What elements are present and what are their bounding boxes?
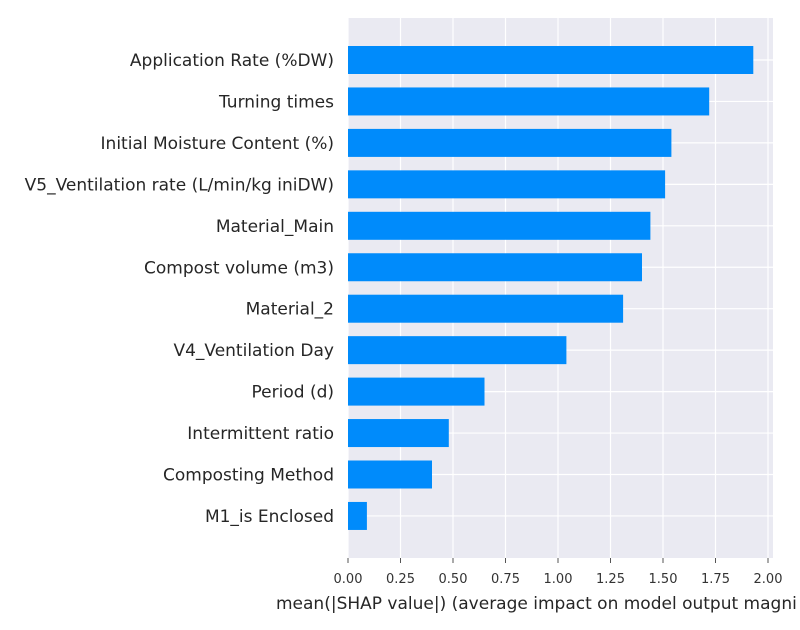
- x-tick-label-0: 0.00: [334, 572, 363, 587]
- x-tick-label-5: 1.25: [596, 572, 625, 587]
- category-label-4: Material_Main: [216, 217, 334, 237]
- x-tick-label-1: 0.25: [386, 572, 415, 587]
- bar-4: [348, 211, 651, 240]
- x-tick-label-8: 2.00: [754, 572, 783, 587]
- x-tick-label-2: 0.50: [439, 572, 468, 587]
- category-label-1: Turning times: [218, 92, 334, 112]
- bar-11: [348, 501, 367, 530]
- x-tick-label-3: 0.75: [491, 572, 520, 587]
- category-label-8: Period (d): [252, 383, 334, 403]
- category-labels: Application Rate (%DW) Turning times Initi…: [25, 51, 334, 527]
- x-tick-label-4: 1.00: [544, 572, 573, 587]
- bar-5: [348, 253, 642, 282]
- x-axis-title: mean(|SHAP value|) (average impact on mo…: [276, 594, 797, 614]
- x-tick-label-6: 1.50: [649, 572, 678, 587]
- category-label-2: Initial Moisture Content (%): [101, 134, 334, 154]
- bar-8: [348, 377, 485, 406]
- bar-3: [348, 170, 666, 199]
- category-label-11: M1_is Enclosed: [205, 507, 334, 527]
- x-tick-label-7: 1.75: [701, 572, 730, 587]
- bar-7: [348, 336, 567, 365]
- bar-2: [348, 128, 672, 157]
- category-label-7: V4_Ventilation Day: [173, 341, 334, 361]
- category-label-9: Intermittent ratio: [187, 424, 334, 444]
- x-tick-labels: 0.00 0.25 0.50 0.75 1.00 1.25 1.50 1.75 2.00: [334, 558, 783, 587]
- category-label-10: Composting Method: [163, 466, 334, 486]
- category-label-3: V5_Ventilation rate (L/min/kg iniDW): [25, 175, 334, 195]
- category-label-5: Compost volume (m3): [144, 258, 334, 278]
- category-label-6: Material_2: [246, 300, 334, 320]
- bar-0: [348, 46, 754, 74]
- bars: [348, 46, 754, 530]
- bar-10: [348, 460, 432, 489]
- bar-1: [348, 87, 710, 116]
- category-label-0: Application Rate (%DW): [130, 51, 334, 71]
- bar-6: [348, 294, 624, 323]
- bar-9: [348, 419, 449, 448]
